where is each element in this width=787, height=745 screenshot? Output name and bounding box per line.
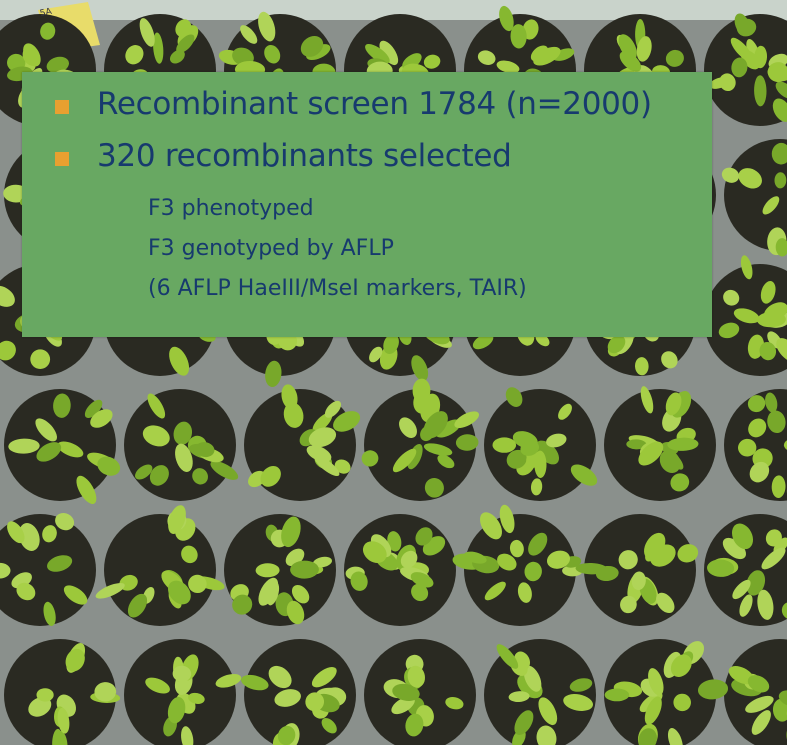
- text-panel: Recombinant screen 1784 (n=2000) 320 rec…: [22, 72, 712, 337]
- sub-item: F3 phenotyped: [148, 196, 314, 221]
- slide: 5A Recombinant screen 1784 (n=2000) 320 …: [0, 0, 787, 745]
- pot: [104, 514, 216, 626]
- sub-item: F3 genotyped by AFLP: [148, 236, 394, 261]
- leaf: [605, 689, 630, 702]
- bullet-text: 320 recombinants selected: [97, 138, 511, 174]
- leaf: [30, 349, 50, 369]
- leaf: [493, 437, 517, 452]
- bullet-text: Recombinant screen 1784 (n=2000): [97, 86, 652, 122]
- bullet: 320 recombinants selected: [57, 138, 511, 174]
- sub-item: (6 AFLP HaeIII/MseI markers, TAIR): [148, 276, 527, 301]
- bullet: Recombinant screen 1784 (n=2000): [57, 86, 652, 122]
